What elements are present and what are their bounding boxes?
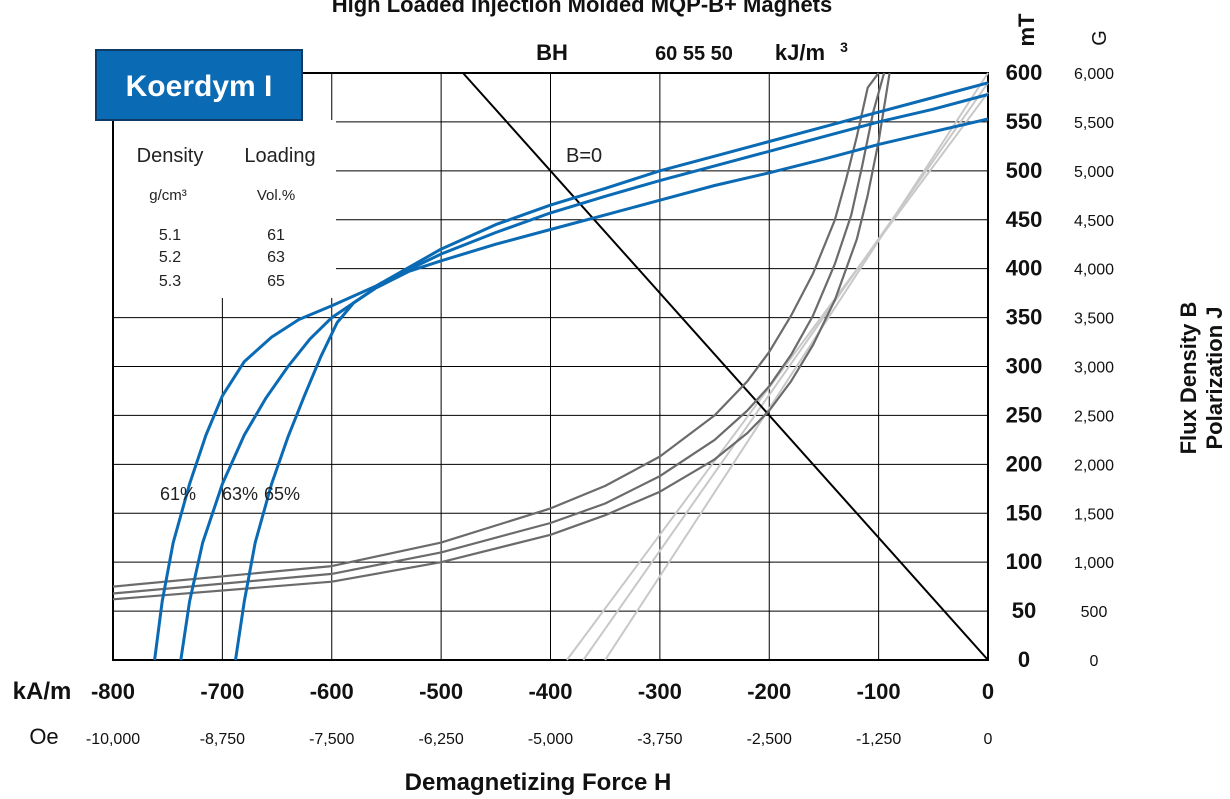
table-unit-density: g/cm³ [149, 187, 187, 204]
x-tick-label: -600 [310, 679, 354, 704]
y-tick-label: 150 [1006, 500, 1043, 525]
j-curves [153, 81, 989, 661]
x-tick-label-cgs: 0 [984, 731, 993, 748]
table-cell: 61 [267, 227, 285, 244]
y-axis-title-line2: Polarization J [1202, 306, 1227, 449]
y-tick-label-cgs: 500 [1081, 604, 1108, 621]
badge: Koerdym I [95, 49, 303, 121]
x-tick-label-cgs: -7,500 [309, 731, 354, 748]
y-tick-label-cgs: 0 [1090, 653, 1099, 670]
bh-line-2 [604, 72, 989, 661]
y-tick-label-cgs: 2,000 [1074, 457, 1114, 474]
y-unit-cgs: G [1089, 30, 1111, 46]
x-tick-labels: -800 -10,000 -700 -8,750 -600 -7,500 -500 -6,25… [86, 679, 994, 748]
y-tick-label-cgs: 4,500 [1074, 213, 1114, 230]
load-line [462, 72, 989, 661]
table-cell: 5.3 [159, 273, 181, 290]
y-tick-label-cgs: 3,000 [1074, 360, 1114, 377]
y-tick-labels: 0 0 50 500 100 1,000 150 1,500 200 2,000 250 2,500 3… [1006, 60, 1114, 672]
y-tick-label: 400 [1006, 256, 1043, 281]
y-tick-label-cgs: 5,000 [1074, 164, 1114, 181]
y-axis-title-line1: Flux Density B [1176, 302, 1201, 455]
x-unit-si: kA/m [13, 678, 72, 705]
table-cell: 65 [267, 273, 285, 290]
y-tick-label-cgs: 1,000 [1074, 555, 1114, 572]
x-tick-label: -700 [200, 679, 244, 704]
table-header-density: Density [137, 145, 204, 167]
table-cell: 5.2 [159, 249, 181, 266]
b0-label: B=0 [566, 145, 602, 167]
x-axis-title: Demagnetizing Force H [405, 769, 672, 796]
x-tick-label: -200 [747, 679, 791, 704]
y-tick-label-cgs: 2,500 [1074, 408, 1114, 425]
y-tick-label-cgs: 5,500 [1074, 115, 1114, 132]
y-tick-label-cgs: 4,000 [1074, 262, 1114, 279]
table-cell: 63 [267, 249, 285, 266]
bh-unit-exponent: 3 [840, 39, 848, 55]
y-tick-label: 450 [1006, 207, 1043, 232]
x-tick-label-cgs: -5,000 [528, 731, 573, 748]
y-tick-label: 0 [1018, 647, 1030, 672]
x-tick-label-cgs: -2,500 [747, 731, 792, 748]
x-tick-label: -100 [857, 679, 901, 704]
x-tick-label: 0 [982, 679, 994, 704]
x-tick-label-cgs: -6,250 [418, 731, 463, 748]
y-unit-si: mT [1014, 13, 1039, 47]
x-tick-label-cgs: -3,750 [637, 731, 682, 748]
y-tick-label-cgs: 1,500 [1074, 506, 1114, 523]
x-tick-label-cgs: -10,000 [86, 731, 140, 748]
x-tick-label-cgs: -1,250 [856, 731, 901, 748]
y-tick-label: 300 [1006, 354, 1043, 379]
b-curve-65 [112, 72, 891, 601]
y-tick-label: 100 [1006, 549, 1043, 574]
bh-line-1 [582, 82, 989, 661]
bh-values: 60 55 50 [655, 43, 733, 65]
y-tick-label: 600 [1006, 60, 1043, 85]
load-line-path [462, 72, 989, 661]
bh-label: BH [536, 40, 568, 65]
x-tick-label: -800 [91, 679, 135, 704]
y-tick-label: 200 [1006, 451, 1043, 476]
table-background [114, 120, 336, 298]
y-tick-label-cgs: 6,000 [1074, 66, 1114, 83]
y-tick-label-cgs: 3,500 [1074, 311, 1114, 328]
table-header-loading: Loading [244, 145, 315, 167]
x-tick-label: -500 [419, 679, 463, 704]
y-tick-label: 50 [1012, 598, 1036, 623]
b-curve-63 [112, 72, 886, 595]
y-tick-label: 550 [1006, 109, 1043, 134]
j-curve-65 [234, 117, 989, 661]
chart-title: High Loaded Injection Molded MQP-B+ Magn… [332, 0, 833, 17]
table-unit-loading: Vol.% [257, 187, 295, 204]
b-curves [112, 72, 891, 601]
density-table: Density Loading g/cm³ Vol.% 5.1 61 5.2 6… [137, 145, 316, 290]
table-cell: 5.1 [159, 227, 181, 244]
badge-text: Koerdym I [126, 70, 273, 103]
j-curve-63 [179, 93, 989, 661]
curve-label-63: 63% [222, 484, 258, 504]
j-curve-61 [153, 81, 989, 661]
curve-label-65: 65% [264, 484, 300, 504]
y-tick-label: 350 [1006, 305, 1043, 330]
bh-unit: kJ/m [775, 40, 825, 65]
curve-label-61: 61% [160, 484, 196, 504]
x-tick-label: -400 [528, 679, 572, 704]
x-unit-cgs: Oe [29, 724, 58, 749]
b-curve-61 [112, 72, 880, 588]
x-tick-label: -300 [638, 679, 682, 704]
y-tick-label: 500 [1006, 158, 1043, 183]
x-tick-label-cgs: -8,750 [200, 731, 245, 748]
y-tick-label: 250 [1006, 402, 1043, 427]
